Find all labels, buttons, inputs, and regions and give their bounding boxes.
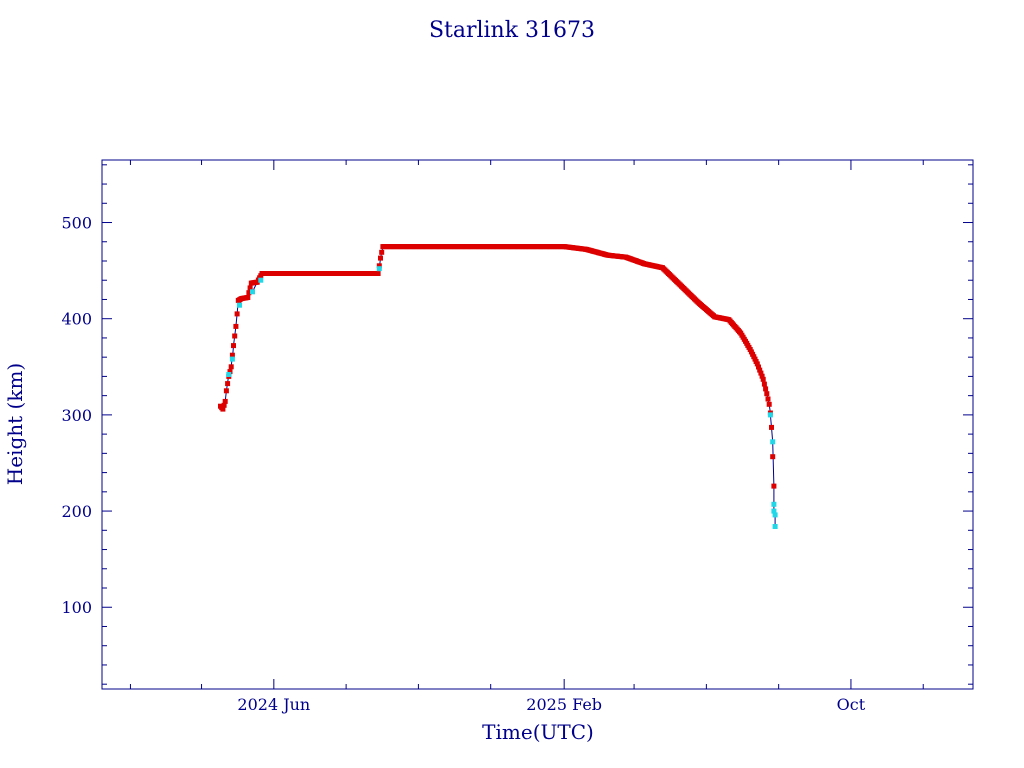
data-point (765, 396, 771, 402)
data-point (769, 424, 774, 430)
data-point-alt (226, 372, 232, 377)
data-point-alt (772, 524, 778, 529)
data-point (771, 483, 777, 489)
data-point (759, 373, 765, 379)
data-point (756, 364, 761, 370)
y-tick-label: 300 (61, 406, 92, 425)
trajectory-line (220, 246, 776, 527)
data-point-alt (237, 302, 242, 308)
y-axis-label: Height (km) (3, 363, 27, 485)
data-point-alt (229, 356, 235, 362)
x-tick-label: 2025 Feb (526, 695, 602, 714)
data-point (225, 381, 231, 387)
data-point (220, 406, 226, 412)
data-point (763, 386, 769, 392)
data-point (227, 369, 233, 375)
data-point (234, 311, 240, 317)
data-markers (218, 244, 778, 529)
data-point-alt (771, 501, 777, 507)
y-tick-label: 500 (61, 214, 92, 233)
data-point-alt (771, 508, 777, 514)
data-point-alt (376, 266, 382, 272)
axis-tick-labels: 100 200 300 400 500 2024 Jun 2025 Feb Oct (61, 214, 865, 714)
x-tick-label: Oct (837, 695, 866, 714)
plot-frame (101, 159, 974, 690)
data-point-alt (250, 289, 255, 295)
data-point-alt (770, 439, 776, 445)
y-tick-label: 100 (61, 598, 92, 617)
data-point (375, 271, 381, 276)
data-point (233, 323, 239, 329)
data-point (223, 388, 229, 394)
data-point-alt (767, 412, 773, 418)
data-point (246, 290, 252, 296)
data-point (760, 376, 766, 382)
data-point (229, 352, 235, 358)
data-point (245, 295, 251, 300)
x-tick-label: 2024 Jun (237, 695, 310, 714)
data-point (754, 361, 760, 367)
data-point (766, 401, 772, 407)
data-point (757, 367, 763, 373)
y-tick-label: 200 (61, 502, 92, 521)
y-tick-label: 400 (61, 310, 92, 329)
data-point (222, 398, 228, 404)
data-point (379, 249, 385, 255)
data-point-alt (772, 512, 778, 518)
data-point-alt (258, 277, 264, 283)
data-point (232, 333, 238, 339)
data-point (764, 391, 770, 397)
data-point (376, 263, 382, 269)
data-point (758, 370, 764, 376)
data-point (761, 381, 767, 387)
data-point (228, 364, 234, 370)
data-point (770, 454, 776, 460)
trajectory (220, 246, 776, 527)
axis-ticks (102, 160, 973, 689)
data-point (378, 255, 383, 261)
x-axis-label: Time(UTC) (482, 720, 594, 744)
data-point (221, 402, 227, 408)
data-point (231, 343, 236, 349)
chart-title: Starlink 31673 (429, 18, 595, 43)
data-point (247, 285, 253, 291)
